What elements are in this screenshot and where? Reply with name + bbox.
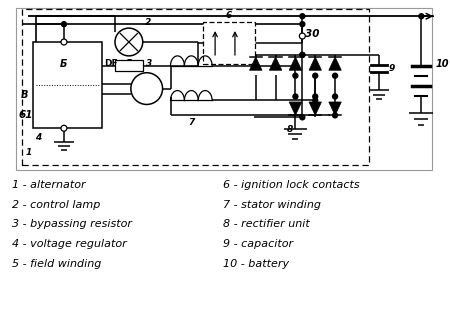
Text: 9: 9: [389, 64, 395, 73]
Polygon shape: [309, 57, 321, 70]
Text: 1 - alternator: 1 - alternator: [12, 180, 86, 190]
Text: 5 - field winding: 5 - field winding: [12, 259, 101, 269]
Circle shape: [333, 113, 338, 118]
Text: DF: DF: [104, 59, 118, 68]
Text: 7 - stator winding: 7 - stator winding: [223, 200, 321, 210]
Text: 10: 10: [435, 59, 449, 69]
Bar: [203, 22, 255, 64]
Text: 3 - bypassing resistor: 3 - bypassing resistor: [12, 219, 132, 229]
Circle shape: [115, 28, 143, 56]
Circle shape: [61, 39, 67, 45]
Text: Б: Б: [60, 59, 68, 69]
Circle shape: [313, 94, 318, 99]
Text: 6: 6: [226, 11, 232, 20]
Bar: [115, 60, 143, 71]
Polygon shape: [289, 57, 302, 70]
Text: 4 - voltage regulator: 4 - voltage regulator: [12, 239, 126, 249]
Circle shape: [333, 73, 338, 78]
Polygon shape: [329, 102, 341, 115]
Circle shape: [293, 94, 298, 99]
Text: 10 - battery: 10 - battery: [223, 259, 289, 269]
Polygon shape: [249, 57, 262, 70]
Circle shape: [313, 98, 318, 103]
Text: В: В: [21, 90, 28, 100]
Text: 6 - ignition lock contacts: 6 - ignition lock contacts: [223, 180, 360, 190]
Circle shape: [300, 14, 305, 19]
Circle shape: [299, 33, 306, 39]
Circle shape: [293, 63, 298, 68]
Bar: [33, 42, 102, 128]
Text: 7: 7: [188, 118, 194, 127]
Text: 9 - capacitor: 9 - capacitor: [223, 239, 293, 249]
Text: 61: 61: [18, 110, 33, 121]
Text: 2 - control lamp: 2 - control lamp: [12, 200, 100, 210]
Polygon shape: [329, 57, 341, 70]
Bar: [16, 8, 432, 170]
Text: 2: 2: [145, 18, 151, 27]
Circle shape: [131, 73, 162, 105]
Circle shape: [333, 94, 338, 99]
Circle shape: [293, 73, 298, 78]
Circle shape: [62, 22, 67, 27]
Circle shape: [300, 52, 305, 57]
Text: 8 - rectifier unit: 8 - rectifier unit: [223, 219, 310, 229]
Polygon shape: [309, 102, 321, 115]
Text: 30: 30: [306, 29, 320, 39]
Circle shape: [300, 22, 305, 27]
Polygon shape: [289, 102, 302, 115]
Circle shape: [300, 52, 305, 57]
Bar: [22, 9, 369, 165]
Text: 8: 8: [287, 125, 293, 134]
Text: 4: 4: [35, 133, 41, 142]
Text: 3: 3: [146, 59, 152, 68]
Circle shape: [61, 125, 67, 131]
Text: 5: 5: [126, 59, 132, 68]
Circle shape: [419, 14, 424, 19]
Text: 1: 1: [26, 148, 32, 157]
Circle shape: [313, 73, 318, 78]
Polygon shape: [270, 57, 282, 70]
Circle shape: [300, 115, 305, 120]
